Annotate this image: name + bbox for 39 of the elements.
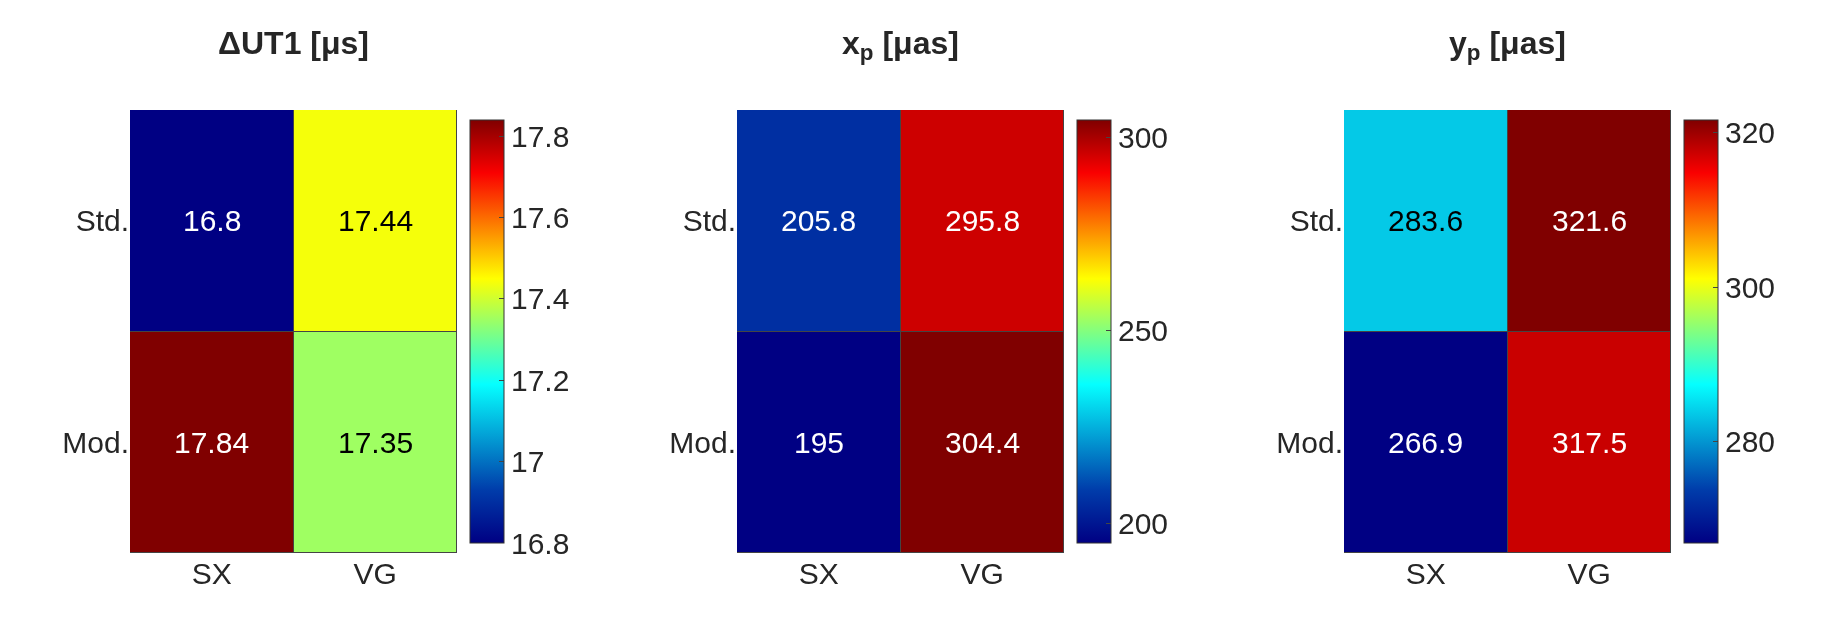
color-bar-label: 17.8 [511,119,570,153]
color-bar-label: 280 [1725,425,1776,459]
y-tick-label: Std. [1289,204,1343,238]
chart-title: x$_{p}$ [μas] [842,24,959,66]
y-tick-label: Mod. [1276,425,1343,459]
x-tick-label: VG [1567,557,1611,590]
chart-title: ΔUT1 [μs] [217,24,370,61]
color-bar-label: 16.8 [511,526,570,560]
data-label: 321.6 [1552,204,1628,237]
data-label: 266.9 [1388,426,1464,459]
x-tick-label: SX [191,557,232,590]
color-bar-label: 17.2 [511,363,570,397]
data-label: 17.44 [338,204,414,237]
x-tick-label: SX [798,557,839,590]
color-bar-label: 300 [1725,270,1776,304]
color-bar-label: 320 [1725,115,1776,149]
data-label: 17.35 [338,426,414,459]
x-tick-label: VG [960,557,1004,590]
color-bar-label: 200 [1118,507,1169,541]
x-tick-label: SX [1405,557,1446,590]
color-bar-label: 17.4 [511,282,570,316]
y-tick-label: Std. [75,204,129,238]
y-tick-label: Std. [682,204,736,238]
color-bar-label: 17.6 [511,201,570,235]
data-label: 17.84 [174,426,250,459]
data-label: 205.8 [781,204,857,237]
color-bar-label: 250 [1118,313,1169,347]
data-label: 195 [794,426,845,459]
color-bar-label: 300 [1118,120,1169,154]
data-label: 304.4 [945,426,1021,459]
y-tick-label: Mod. [669,425,736,459]
data-label: 283.6 [1388,204,1464,237]
y-tick-label: Mod. [62,425,129,459]
chart-title: y$_{p}$ [μas] [1449,24,1566,66]
color-bar-label: 17 [511,445,545,479]
data-label: 317.5 [1552,426,1628,459]
x-tick-label: VG [353,557,397,590]
data-label: 295.8 [945,204,1021,237]
data-label: 16.8 [183,204,242,237]
